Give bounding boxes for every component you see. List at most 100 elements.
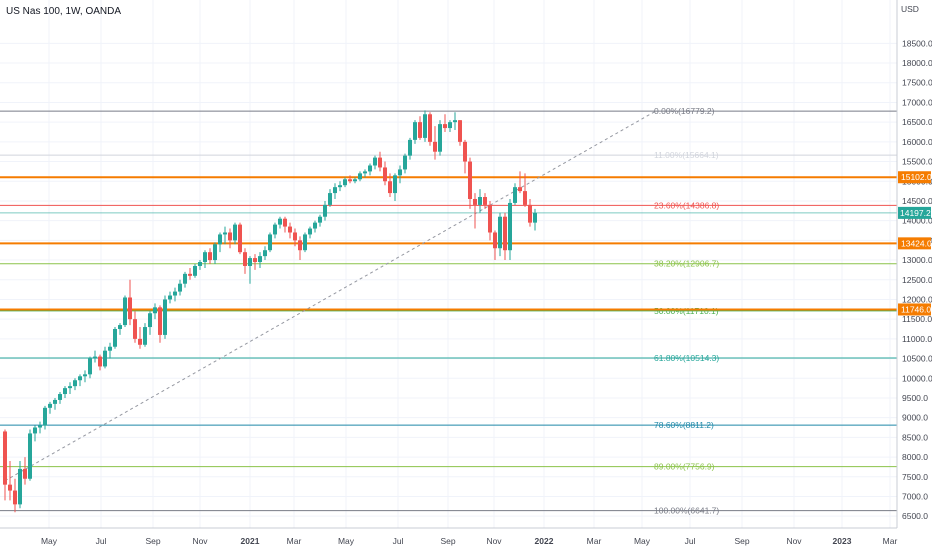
fib-level-label: 50.00%(11710.1)	[654, 306, 719, 316]
candle	[293, 228, 297, 247]
candle	[503, 212, 507, 261]
candle-body	[183, 273, 187, 284]
candle-body	[58, 394, 62, 400]
candle	[508, 198, 512, 261]
candle-body	[428, 114, 432, 142]
level-price-tag	[898, 171, 931, 184]
candle	[218, 232, 222, 253]
trend-line[interactable]	[4, 111, 656, 482]
fib-level-label: 78.60%(8811.2)	[654, 420, 714, 430]
candle-body	[218, 234, 222, 245]
candle-body	[213, 244, 217, 261]
candle	[78, 374, 82, 387]
candle	[143, 323, 147, 347]
time-tick-label: Sep	[440, 536, 455, 546]
candle-body	[283, 218, 287, 227]
time-tick-label: 2021	[241, 536, 260, 546]
candle-body	[353, 179, 357, 182]
candle	[498, 212, 502, 257]
candle-body	[148, 313, 152, 328]
candle	[308, 226, 312, 239]
candle-body	[433, 141, 437, 152]
candle	[148, 311, 152, 335]
candle	[288, 222, 292, 239]
candle	[233, 222, 237, 245]
candle-body	[338, 185, 342, 188]
candle	[73, 378, 77, 391]
candle	[3, 429, 7, 501]
candle	[238, 222, 242, 255]
candle	[258, 252, 262, 268]
time-tick-label: Nov	[786, 536, 802, 546]
current-price-tag	[898, 206, 931, 219]
candle	[433, 126, 437, 160]
candle	[18, 461, 22, 509]
candle	[333, 183, 337, 199]
candle-body	[248, 258, 252, 266]
candle	[188, 267, 192, 280]
candle	[128, 279, 132, 326]
price-tick-label: 17000.0	[902, 97, 932, 107]
time-tick-label: May	[338, 536, 355, 546]
candle-body	[233, 224, 237, 241]
current-price-label: 14197.2	[900, 208, 931, 218]
candle	[413, 120, 417, 144]
candle	[113, 327, 117, 349]
candle	[483, 193, 487, 209]
candle-body	[268, 234, 272, 251]
candle-body	[293, 232, 297, 241]
candle-body	[228, 232, 232, 241]
candle-body	[308, 228, 312, 235]
candle-body	[278, 218, 282, 225]
candle	[383, 161, 387, 186]
candle	[393, 173, 397, 201]
candle-body	[348, 179, 352, 182]
candle	[168, 291, 172, 304]
candle	[448, 120, 452, 132]
candle-body	[43, 407, 47, 426]
price-tick-label: 10000.0	[902, 373, 932, 383]
candle-body	[133, 319, 137, 339]
candle	[123, 295, 127, 328]
candle	[173, 287, 177, 302]
candle-body	[263, 250, 267, 257]
candle	[478, 189, 482, 213]
candle-body	[83, 374, 87, 377]
time-tick-label: May	[634, 536, 651, 546]
candle	[468, 157, 472, 209]
candle-body	[123, 297, 127, 326]
candle-body	[358, 173, 362, 180]
price-tick-label: 7500.0	[902, 472, 928, 482]
candle	[243, 248, 247, 274]
candle-body	[23, 468, 27, 479]
candle	[183, 271, 187, 288]
candle	[278, 216, 282, 229]
candle-body	[68, 386, 72, 389]
candle-body	[53, 399, 57, 404]
candle	[248, 256, 252, 284]
price-tick-label: 15500.0	[902, 157, 932, 167]
candle	[48, 401, 52, 414]
candle	[8, 461, 12, 501]
candle-body	[253, 258, 257, 263]
candle	[98, 354, 102, 371]
candle-body	[528, 204, 532, 223]
candle-body	[513, 187, 517, 203]
candle-body	[453, 120, 457, 123]
time-tick-label: Jul	[393, 536, 404, 546]
candle	[318, 214, 322, 227]
candle	[118, 323, 122, 335]
fib-level-label: 61.80%(10514.3)	[654, 353, 719, 363]
candle-body	[63, 388, 67, 395]
candle	[23, 457, 27, 485]
candle	[453, 112, 457, 131]
fib-level-label: 100.00%(6641.7)	[654, 506, 719, 516]
candle-body	[488, 204, 492, 233]
price-axis[interactable]	[897, 0, 932, 550]
level-price-label: 11746.0	[901, 304, 931, 314]
candle-body	[98, 356, 102, 367]
candle-body	[18, 468, 22, 505]
candle	[38, 421, 42, 434]
